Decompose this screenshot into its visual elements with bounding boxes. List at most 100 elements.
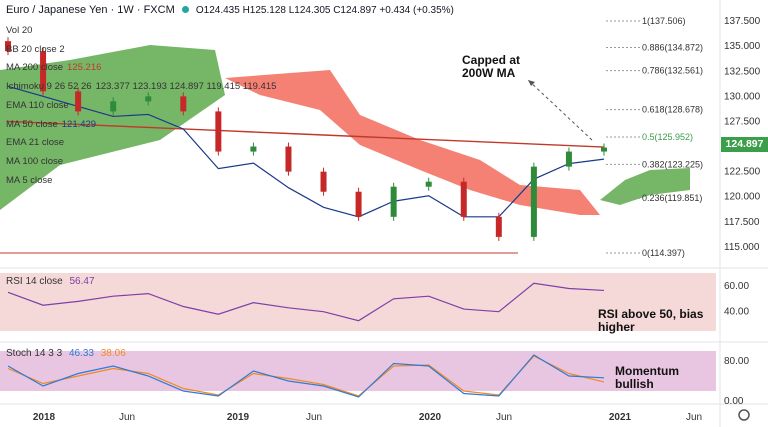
rsi-tick: 40.00	[724, 307, 749, 318]
legend-item[interactable]: EMA 110 close	[6, 97, 276, 116]
fib-label: 1(137.506)	[642, 16, 686, 26]
legend-label: MA 5 close	[6, 174, 53, 186]
fib-label: 0.5(125.952)	[642, 132, 693, 142]
cloud-bull	[0, 45, 225, 210]
fib-label: 0.618(128.678)	[642, 105, 703, 115]
time-tick: 2018	[33, 412, 56, 423]
legend-value: 121.429	[61, 118, 97, 130]
legend-label: Vol 20	[6, 25, 33, 36]
time-tick: 2019	[227, 412, 250, 423]
legend-label: MA 50 close	[6, 118, 58, 130]
price-tick: 117.500	[724, 217, 760, 228]
candle-body	[460, 181, 467, 217]
stoch-band	[0, 351, 716, 391]
indicator-legend: Vol 20 BB 20 close 2 MA 200 close 125.216 Ic…	[6, 22, 276, 190]
time-axis: 2018 Jun 2019 Jun 2020 Jun 2021 Jun	[33, 412, 702, 423]
stoch-lines	[7, 354, 605, 398]
candle-body	[495, 216, 502, 237]
indicator-lines	[7, 85, 605, 218]
legend-label: MA 200 close	[6, 62, 64, 74]
ma200-line	[7, 120, 605, 148]
time-tick: Jun	[686, 412, 702, 423]
time-tick: Jun	[306, 412, 322, 423]
candle-body	[110, 101, 117, 112]
legend-label: BB 20 close 2	[6, 43, 65, 55]
rsi-line	[7, 282, 605, 322]
price-tick: 130.000	[724, 91, 761, 102]
candle-body	[530, 166, 537, 237]
legend-item[interactable]: EMA 21 close	[6, 134, 276, 153]
gear-icon[interactable]	[738, 409, 750, 421]
stoch-tick: 80.00	[724, 356, 749, 367]
capped-arrow	[527, 79, 593, 141]
time-tick: 2020	[419, 412, 442, 423]
candle-body	[215, 111, 222, 152]
candle-body	[285, 146, 292, 172]
legend-value: 123.377 123.193 124.897 119.415 119.415	[95, 81, 277, 93]
legend-item[interactable]: BB 20 close 2	[6, 41, 276, 60]
last-price-tag: 124.897	[721, 137, 768, 152]
rsi-legend: RSI 14 close 56.47	[6, 276, 95, 287]
candle-body	[601, 147, 607, 152]
rsi-path	[7, 282, 605, 322]
candle-body	[565, 151, 572, 167]
candle-body	[390, 186, 397, 217]
stoch-legend: Stoch 14 3 3 46.33 38.06	[6, 348, 126, 359]
annotation-rsi: RSI above 50, bias higher	[598, 307, 704, 334]
candle-body	[75, 91, 82, 112]
legend-value: 125.216	[67, 62, 102, 74]
legend-label: Ichimoku 9 26 52 26	[6, 81, 92, 93]
candle-body	[355, 191, 362, 217]
legend-item[interactable]: MA 5 close	[6, 172, 276, 191]
price-axis: 137.500135.000132.500130.000127.500125.0…	[724, 16, 761, 407]
legend-item[interactable]: Ichimoku 9 26 52 26 123.377 123.193 124.8…	[6, 78, 276, 97]
ma50-line	[7, 85, 605, 218]
fib-label: 0.786(132.561)	[642, 66, 703, 76]
status-dot-icon	[181, 6, 189, 13]
arrow-head-icon	[528, 80, 535, 86]
price-tick: 132.500	[724, 66, 761, 77]
price-tick: 122.500	[724, 167, 761, 178]
fib-label: 0.382(123.225)	[642, 159, 703, 169]
symbol-title[interactable]: Euro / Japanese Yen · 1W · FXCM	[6, 4, 175, 16]
candle-body	[40, 51, 47, 92]
time-tick: 2021	[609, 412, 632, 423]
price-tick: 137.500	[724, 16, 761, 27]
candle-body	[250, 146, 257, 152]
header: Euro / Japanese Yen · 1W · FXCM O124.435…	[6, 4, 454, 16]
candles	[5, 37, 607, 241]
legend-item[interactable]: MA 100 close	[6, 153, 276, 172]
annotation-capped: Capped at 200W MA	[462, 53, 521, 80]
candle-body	[180, 96, 187, 112]
legend-label: MA 100 close	[6, 155, 64, 167]
stoch-k-path	[7, 354, 605, 398]
time-tick: Jun	[119, 412, 135, 423]
legend-label: EMA 110 close	[6, 99, 69, 111]
legend-item[interactable]: MA 200 close 125.216	[6, 59, 276, 78]
annotation-momentum: Momentum bullish	[615, 364, 679, 391]
legend-item[interactable]: Vol 20	[6, 22, 276, 41]
candle-body	[425, 181, 432, 187]
candle-body	[320, 171, 327, 192]
price-tick: 127.500	[724, 116, 761, 127]
rsi-tick: 60.00	[724, 281, 749, 292]
price-tick: 115.000	[724, 242, 760, 253]
fib-label: 0.236(119.851)	[642, 193, 702, 203]
fib-label: 0.886(134.872)	[642, 42, 703, 52]
time-tick: Jun	[496, 412, 512, 423]
candle-body	[145, 96, 152, 102]
fib-label: 0(114.397)	[642, 248, 685, 258]
rsi-band	[0, 273, 716, 331]
legend-label: EMA 21 close	[6, 137, 65, 149]
cloud-bull-future	[600, 168, 690, 205]
candle-body	[5, 41, 11, 52]
cloud-bear	[225, 70, 600, 215]
legend-item[interactable]: MA 50 close 121.429	[6, 116, 276, 135]
ichimoku-cloud	[0, 45, 690, 215]
price-tick: 120.000	[724, 192, 761, 203]
price-tick: 135.000	[724, 41, 761, 52]
fib-levels: 1(137.506) 0.886(134.872) 0.786(132.561) 0.…	[0, 16, 703, 258]
stoch-tick: 0.00	[724, 396, 744, 407]
